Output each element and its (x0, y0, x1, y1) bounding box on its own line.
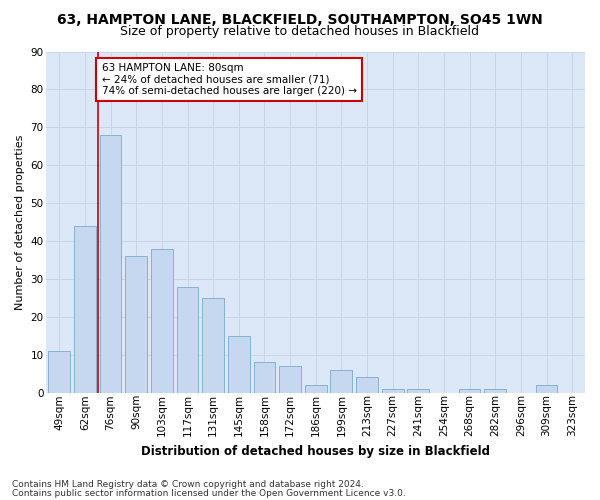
X-axis label: Distribution of detached houses by size in Blackfield: Distribution of detached houses by size … (141, 444, 490, 458)
Bar (305, 385, 326, 392)
Bar (254, 362, 275, 392)
Bar (49, 351, 70, 393)
Bar (458, 389, 481, 392)
Bar (176, 286, 199, 393)
Text: Size of property relative to detached houses in Blackfield: Size of property relative to detached ho… (121, 25, 479, 38)
Bar (331, 370, 352, 392)
Bar (279, 366, 301, 392)
Text: Contains public sector information licensed under the Open Government Licence v3: Contains public sector information licen… (12, 489, 406, 498)
Bar (356, 378, 378, 392)
Bar (382, 389, 404, 392)
Bar (74, 226, 96, 392)
Bar (407, 389, 429, 392)
Bar (202, 298, 224, 392)
Bar (125, 256, 147, 392)
Y-axis label: Number of detached properties: Number of detached properties (15, 134, 25, 310)
Bar (536, 385, 557, 392)
Bar (151, 248, 173, 392)
Text: 63, HAMPTON LANE, BLACKFIELD, SOUTHAMPTON, SO45 1WN: 63, HAMPTON LANE, BLACKFIELD, SOUTHAMPTO… (57, 12, 543, 26)
Bar (100, 135, 121, 392)
Text: 63 HAMPTON LANE: 80sqm
← 24% of detached houses are smaller (71)
74% of semi-det: 63 HAMPTON LANE: 80sqm ← 24% of detached… (101, 63, 356, 96)
Bar (484, 389, 506, 392)
Bar (228, 336, 250, 392)
Text: Contains HM Land Registry data © Crown copyright and database right 2024.: Contains HM Land Registry data © Crown c… (12, 480, 364, 489)
